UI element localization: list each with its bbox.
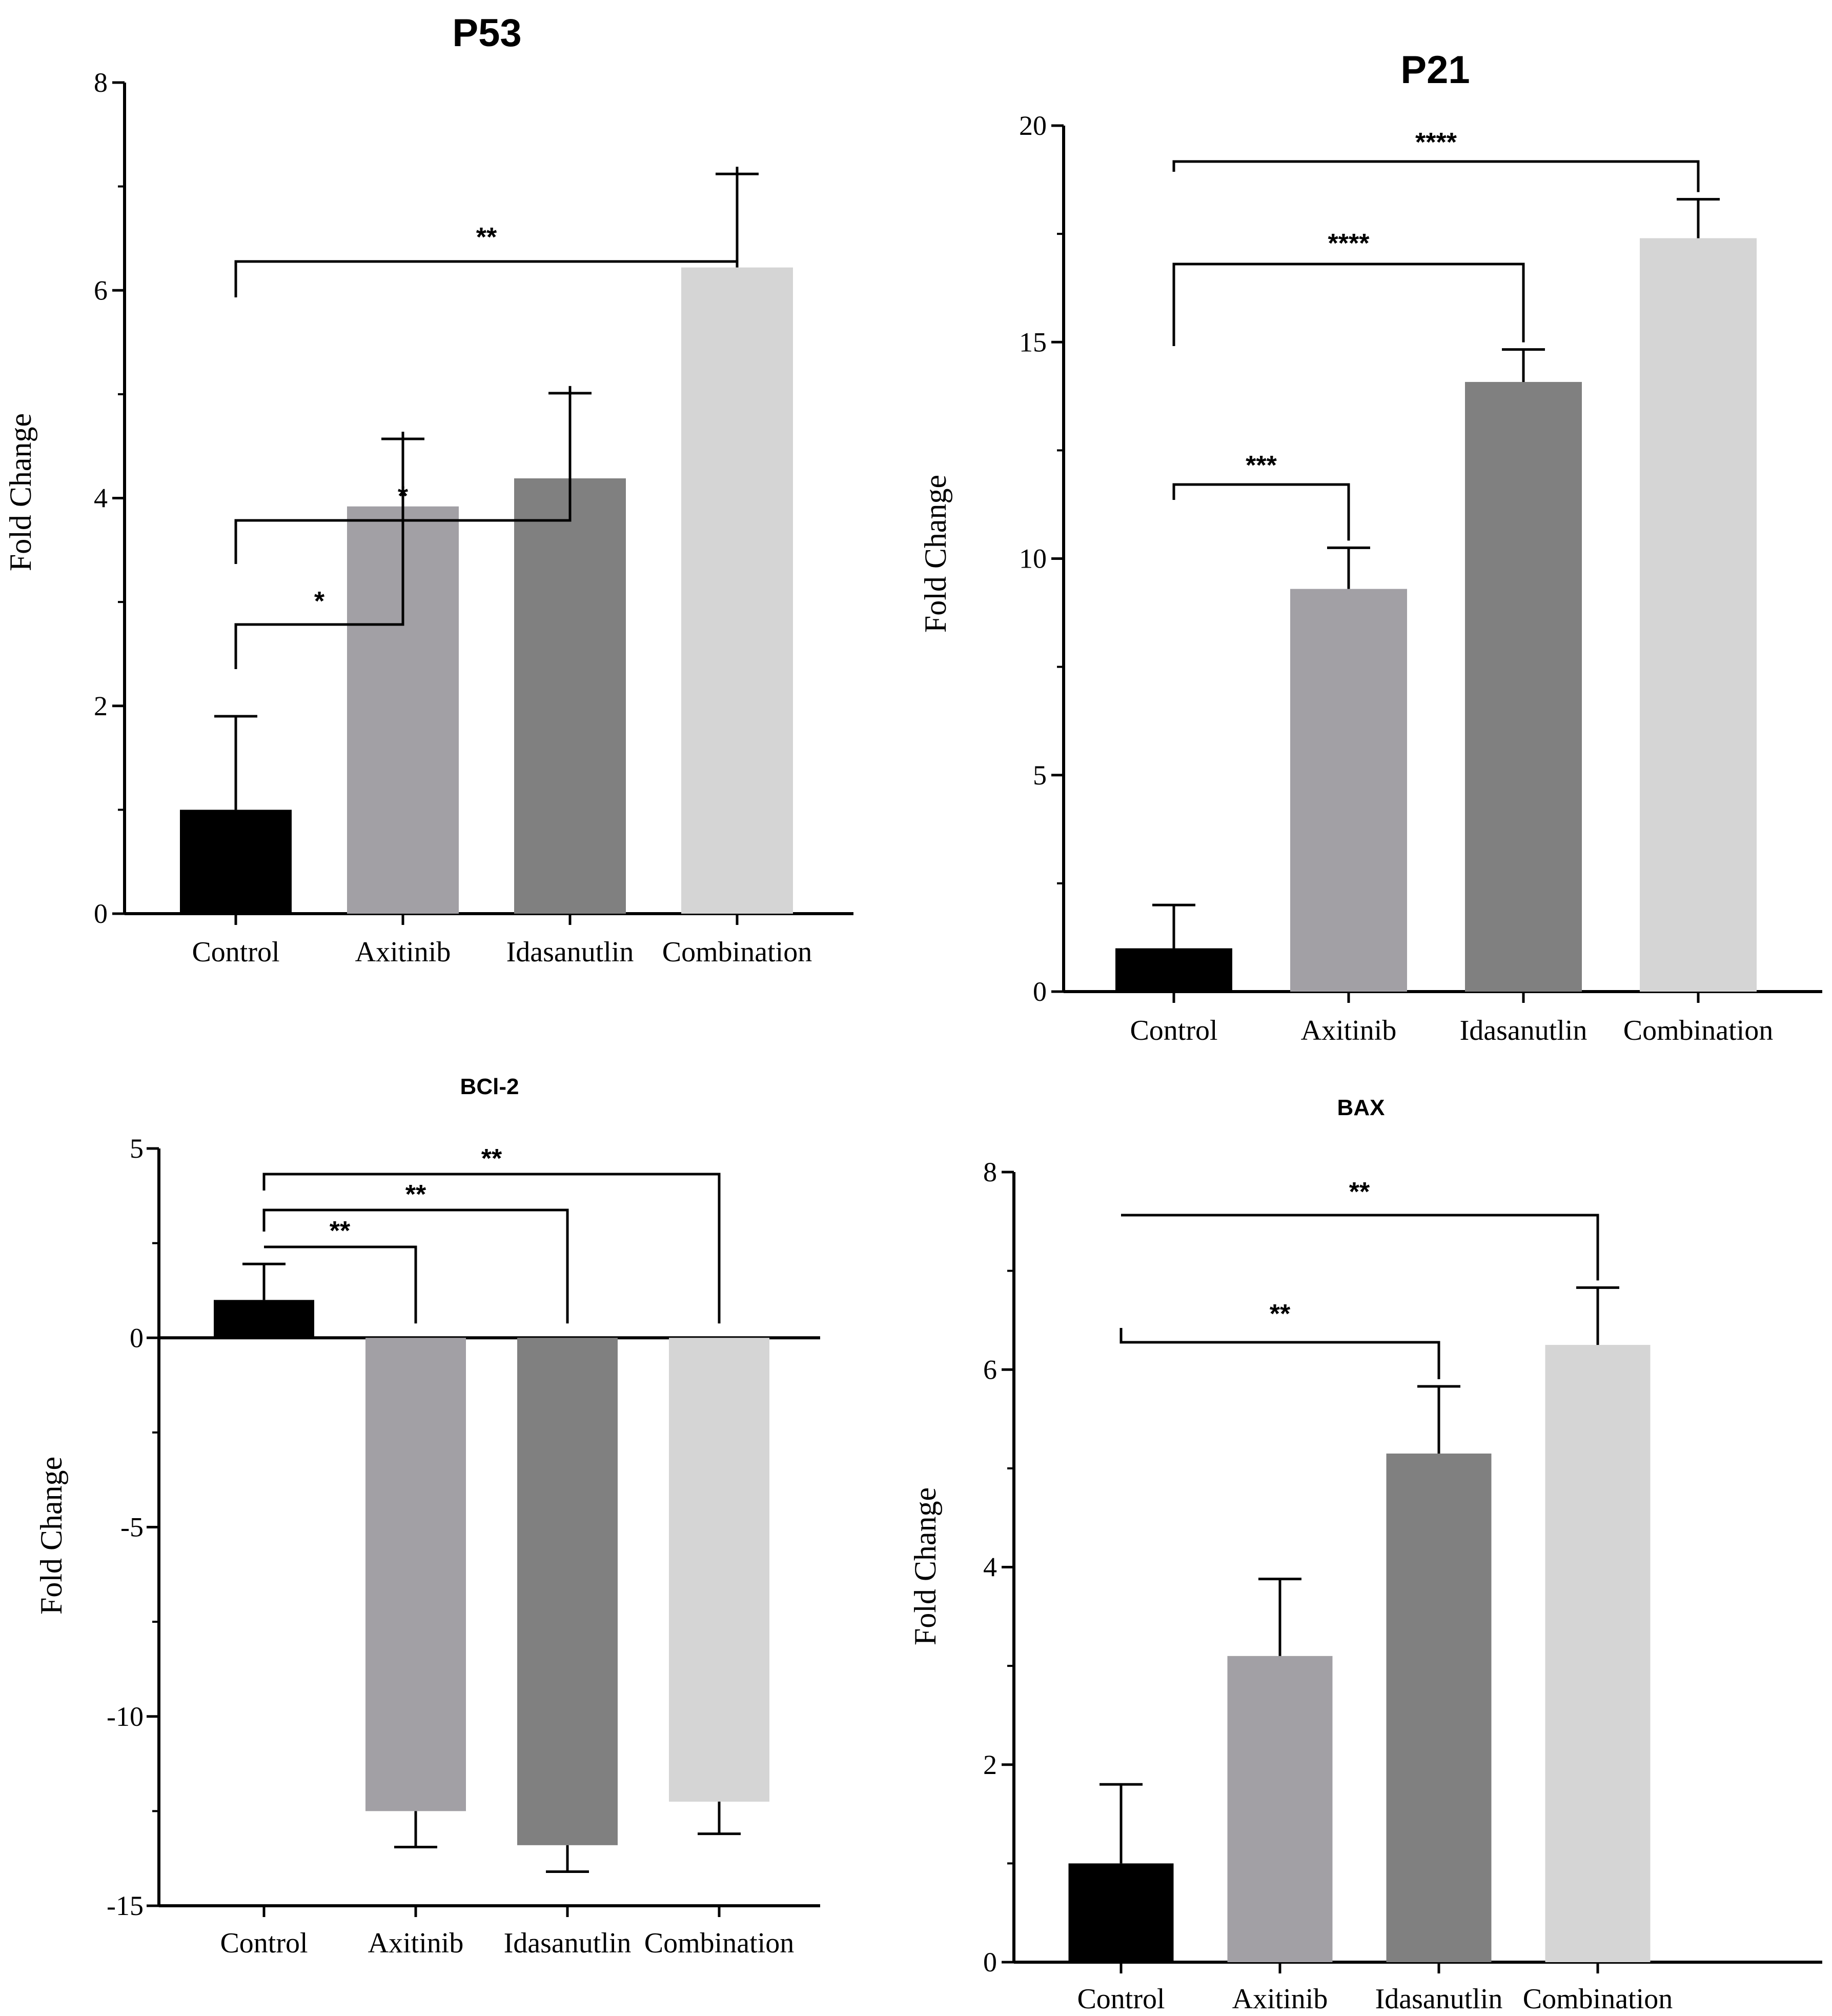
y-tick-label: 0: [1033, 976, 1047, 1007]
y-tick-label: 6: [983, 1354, 997, 1385]
y-tick-label: 8: [94, 67, 108, 98]
x-tick-label: Control: [1077, 1983, 1165, 2015]
significance-label: **: [1270, 1299, 1291, 1329]
significance-label: **: [476, 223, 497, 252]
y-axis-label: Fold Change: [34, 1457, 68, 1615]
significance-label: ***: [1246, 451, 1277, 480]
bar-axitinib: [365, 1338, 466, 1811]
chart-title: P21: [1400, 48, 1470, 92]
bar-control: [214, 1300, 314, 1338]
x-tick-label: Axitinib: [368, 1927, 464, 1959]
y-tick-label: 0: [130, 1322, 144, 1353]
y-tick-label: 4: [983, 1552, 997, 1583]
significance-bracket: [1172, 263, 1525, 346]
bar-combination: [681, 267, 793, 914]
significance-bracket: [234, 167, 739, 297]
significance-bracket: [1172, 160, 1700, 192]
x-tick-label: Control: [192, 936, 279, 968]
bar-axitinib: [1290, 589, 1407, 992]
bar-idasanutlin: [1386, 1453, 1492, 1962]
significance-bracket: [262, 1173, 721, 1324]
x-tick-label: Idasanutlin: [1460, 1015, 1587, 1046]
x-tick-label: Idasanutlin: [1375, 1983, 1503, 2015]
significance-label: **: [1349, 1177, 1370, 1207]
y-axis-label: Fold Change: [908, 1487, 942, 1645]
significance-bracket: [234, 386, 572, 564]
x-tick-label: Control: [1130, 1015, 1217, 1046]
y-tick-label: -5: [120, 1512, 144, 1543]
y-tick-label: 5: [1033, 760, 1047, 791]
chart-3: BAX Fold Change 0 2 4 6 8 Control Axitinib Idasan…: [908, 1095, 1822, 2015]
significance-bracket: [264, 1245, 417, 1324]
y-tick-label: 20: [1019, 110, 1047, 141]
chart-title: BCl-2: [460, 1074, 519, 1099]
x-tick-label: Combination: [662, 936, 812, 968]
chart-title: P53: [452, 11, 521, 55]
bar-combination: [1640, 238, 1757, 992]
y-tick-label: 0: [94, 898, 108, 929]
significance-label: ****: [1415, 128, 1457, 157]
bar-idasanutlin: [1465, 381, 1582, 992]
significance-label: **: [405, 1180, 426, 1209]
bar-idasanutlin: [517, 1338, 618, 1845]
significance-label: *: [314, 587, 325, 616]
x-tick-label: Combination: [1623, 1015, 1773, 1046]
x-tick-label: Combination: [1523, 1983, 1673, 2015]
bar-idasanutlin: [514, 478, 626, 914]
significance-label: *: [398, 481, 409, 511]
chart-0: P53 Fold Change 0 2 4 6 8 Control Axitinib Idasan…: [4, 11, 853, 968]
x-tick-label: Idasanutlin: [504, 1927, 632, 1959]
significance-bracket: [1121, 1214, 1599, 1281]
significance-bracket: [1172, 483, 1350, 541]
significance-bracket: [1119, 1328, 1440, 1379]
y-tick-label: 0: [983, 1947, 997, 1978]
significance-label: **: [481, 1144, 502, 1174]
y-tick-label: 5: [130, 1133, 144, 1164]
significance-label: ****: [1328, 229, 1370, 258]
chart-2: BCl-2 Fold Change -15 -10 -5 0 5 Control Axitini…: [34, 1074, 820, 1959]
bar-control: [1115, 948, 1232, 992]
chart-1: P21 Fold Change 0 5 10 15 20 Control Axitinib Ida…: [919, 48, 1822, 1046]
bar-combination: [669, 1338, 769, 1802]
significance-bracket: [234, 432, 404, 669]
y-tick-label: 2: [983, 1749, 997, 1780]
y-tick-label: -15: [107, 1890, 144, 1921]
x-tick-label: Control: [220, 1927, 308, 1959]
y-tick-label: 6: [94, 275, 108, 306]
y-axis-label: Fold Change: [919, 475, 952, 633]
chart-title: BAX: [1337, 1095, 1385, 1120]
x-tick-label: Idasanutlin: [506, 936, 634, 968]
significance-bracket: [262, 1208, 569, 1324]
y-axis-label: Fold Change: [4, 413, 37, 571]
y-tick-label: 2: [94, 691, 108, 721]
y-tick-label: 4: [94, 483, 108, 514]
bar-control: [180, 810, 292, 914]
bar-axitinib: [1227, 1656, 1333, 1962]
x-tick-label: Combination: [644, 1927, 794, 1959]
x-tick-label: Axitinib: [355, 936, 451, 968]
y-tick-label: 8: [983, 1157, 997, 1187]
x-tick-label: Axitinib: [1301, 1015, 1397, 1046]
y-tick-label: -10: [107, 1701, 144, 1732]
y-tick-label: 10: [1019, 543, 1047, 574]
bar-control: [1068, 1863, 1174, 1962]
x-tick-label: Axitinib: [1232, 1983, 1328, 2015]
significance-label: **: [330, 1216, 351, 1246]
y-tick-label: 15: [1019, 327, 1047, 357]
bar-combination: [1545, 1345, 1651, 1962]
